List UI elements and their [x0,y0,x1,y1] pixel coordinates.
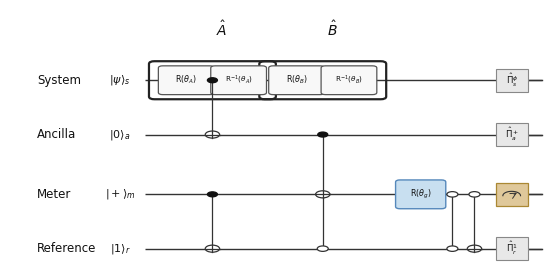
Text: System: System [38,74,81,87]
Circle shape [206,131,220,138]
FancyBboxPatch shape [496,123,528,146]
Text: $\hat{B}$: $\hat{B}$ [327,20,338,39]
FancyBboxPatch shape [321,66,377,95]
Circle shape [317,246,328,251]
Text: Ancilla: Ancilla [38,128,77,141]
Text: $\hat{\Pi}_s^\phi$: $\hat{\Pi}_s^\phi$ [506,72,518,89]
Text: $\mathrm{R}^{-1}(\theta_A)$: $\mathrm{R}^{-1}(\theta_A)$ [225,74,253,87]
Text: $\mathrm{R}(\theta_g)$: $\mathrm{R}(\theta_g)$ [410,188,432,201]
Text: $\hat{\Pi}_a^+$: $\hat{\Pi}_a^+$ [505,126,519,143]
Text: $|1\rangle_r$: $|1\rangle_r$ [110,242,130,256]
Text: $|0\rangle_a$: $|0\rangle_a$ [109,128,131,142]
Text: $|\psi\rangle_s$: $|\psi\rangle_s$ [109,73,130,87]
FancyBboxPatch shape [496,183,528,206]
Text: $\hat{A}$: $\hat{A}$ [217,20,228,39]
Circle shape [207,78,217,83]
Text: Meter: Meter [38,188,72,201]
FancyBboxPatch shape [496,69,528,92]
Circle shape [318,132,328,137]
Circle shape [447,192,458,197]
FancyBboxPatch shape [269,66,324,95]
Circle shape [467,245,482,252]
Circle shape [447,246,458,251]
FancyBboxPatch shape [211,66,267,95]
Text: $\mathrm{R}^{-1}(\theta_B)$: $\mathrm{R}^{-1}(\theta_B)$ [335,74,363,87]
Circle shape [207,192,217,197]
Circle shape [316,191,330,198]
Text: $|+\rangle_m$: $|+\rangle_m$ [105,187,136,201]
Circle shape [206,245,220,252]
Text: $\mathrm{R}(\theta_A)$: $\mathrm{R}(\theta_A)$ [175,74,197,87]
FancyBboxPatch shape [158,66,214,95]
FancyBboxPatch shape [395,180,446,209]
Text: $\mathrm{R}(\theta_B)$: $\mathrm{R}(\theta_B)$ [286,74,307,87]
Text: Reference: Reference [38,242,97,255]
FancyBboxPatch shape [496,237,528,260]
Text: $\hat{\Pi}_r^1$: $\hat{\Pi}_r^1$ [506,240,517,257]
Circle shape [469,192,480,197]
